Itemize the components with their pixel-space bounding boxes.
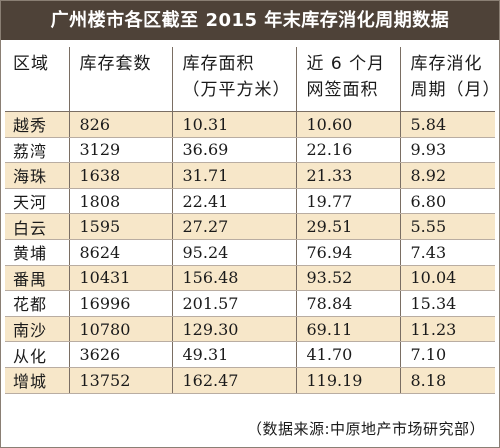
value-cell: 95.24 [171, 239, 296, 266]
column-header-4: 库存消化周期（月） [399, 47, 496, 112]
column-header-line1: 近 6 个月 [306, 54, 386, 74]
value-cell: 49.31 [171, 341, 296, 368]
value-cell: 826 [68, 111, 172, 138]
value-cell: 10.04 [399, 265, 495, 292]
value-cell: 8.92 [399, 162, 495, 189]
value-cell: 10431 [68, 265, 172, 292]
table-row: 南沙 10780 129.30 69.11 11.23 [5, 316, 495, 343]
value-cell: 22.41 [171, 188, 296, 215]
data-source-note: （数据来源:中原地产市场研究部） [246, 420, 485, 438]
value-cell: 29.51 [295, 213, 400, 240]
district-cell: 花都 [5, 290, 69, 317]
value-cell: 36.69 [171, 137, 296, 164]
table-title: 广州楼市各区截至 2015 年末库存消化周期数据 [1, 1, 499, 40]
value-cell: 162.47 [171, 367, 296, 394]
table-row: 黄埔 8624 95.24 76.94 7.43 [5, 239, 495, 266]
column-header-1: 库存套数 [68, 47, 172, 112]
value-cell: 22.16 [295, 137, 400, 164]
inventory-table: 区域 库存套数 库存面积 （万平方米）近 6 个月 网签面积 库存消化 周期（月） 越秀 82… [5, 47, 495, 394]
value-cell: 27.27 [171, 213, 296, 240]
column-header-line1: 库存面积 [182, 54, 255, 74]
value-cell: 1595 [68, 213, 172, 240]
column-header-line2: 周期（月） [410, 80, 496, 100]
value-cell: 10.31 [171, 111, 296, 138]
district-cell: 海珠 [5, 162, 69, 189]
value-cell: 76.94 [295, 239, 400, 266]
table-row: 从化 3626 49.31 41.70 7.10 [5, 341, 495, 368]
value-cell: 201.57 [171, 290, 296, 317]
value-cell: 15.34 [399, 290, 495, 317]
table-row: 天河 1808 22.41 19.77 6.80 [5, 188, 495, 215]
value-cell: 7.10 [399, 341, 495, 368]
value-cell: 7.43 [399, 239, 495, 266]
column-header-line2: 网签面积 [306, 80, 379, 100]
value-cell: 1808 [68, 188, 172, 215]
value-cell: 78.84 [295, 290, 400, 317]
value-cell: 5.84 [399, 111, 495, 138]
district-cell: 天河 [5, 188, 69, 215]
table-body: 越秀 826 10.31 10.60 5.84 荔湾 3129 36.69 22.16 9.93 海… [5, 111, 495, 394]
value-cell: 10780 [68, 316, 172, 343]
value-cell: 10.60 [295, 111, 400, 138]
value-cell: 21.33 [295, 162, 400, 189]
column-header-0: 区域 [5, 47, 69, 112]
table-row: 花都 16996 201.57 78.84 15.34 [5, 290, 495, 317]
table-row: 番禺 10431 156.48 93.52 10.04 [5, 265, 495, 292]
table-row: 增城 13752 162.47 119.19 8.18 [5, 367, 495, 394]
table-row: 越秀 826 10.31 10.60 5.84 [5, 111, 495, 138]
value-cell: 41.70 [295, 341, 400, 368]
value-cell: 5.55 [399, 213, 495, 240]
value-cell: 13752 [68, 367, 172, 394]
district-cell: 增城 [5, 367, 69, 394]
district-cell: 番禺 [5, 265, 69, 292]
value-cell: 19.77 [295, 188, 400, 215]
district-cell: 黄埔 [5, 239, 69, 266]
district-cell: 白云 [5, 213, 69, 240]
value-cell: 9.93 [399, 137, 495, 164]
column-header-line1: 区域 [13, 54, 49, 74]
value-cell: 129.30 [171, 316, 296, 343]
column-header-line1: 库存套数 [79, 54, 152, 74]
value-cell: 3626 [68, 341, 172, 368]
district-cell: 南沙 [5, 316, 69, 343]
value-cell: 16996 [68, 290, 172, 317]
header-row: 区域 库存套数 库存面积 （万平方米）近 6 个月 网签面积 库存消化 周期（月） [5, 47, 495, 112]
table-row: 海珠 1638 31.71 21.33 8.92 [5, 162, 495, 189]
table-header: 区域 库存套数 库存面积 （万平方米）近 6 个月 网签面积 库存消化 周期（月） [5, 47, 495, 112]
district-cell: 越秀 [5, 111, 69, 138]
value-cell: 11.23 [399, 316, 495, 343]
district-cell: 从化 [5, 341, 69, 368]
value-cell: 3129 [68, 137, 172, 164]
column-header-3: 近 6 个月 网签面积 [295, 47, 400, 112]
value-cell: 1638 [68, 162, 172, 189]
table-row: 荔湾 3129 36.69 22.16 9.93 [5, 137, 495, 164]
district-cell: 荔湾 [5, 137, 69, 164]
value-cell: 6.80 [399, 188, 495, 215]
value-cell: 8624 [68, 239, 172, 266]
value-cell: 8.18 [399, 367, 495, 394]
value-cell: 69.11 [295, 316, 400, 343]
value-cell: 31.71 [171, 162, 296, 189]
column-header-2: 库存面积 （万平方米） [171, 47, 296, 112]
value-cell: 156.48 [171, 265, 296, 292]
table-row: 白云 1595 27.27 29.51 5.55 [5, 213, 495, 240]
value-cell: 119.19 [295, 367, 400, 394]
column-header-line1: 库存消化 [410, 54, 483, 74]
column-header-line2: （万平方米） [182, 80, 291, 100]
value-cell: 93.52 [295, 265, 400, 292]
